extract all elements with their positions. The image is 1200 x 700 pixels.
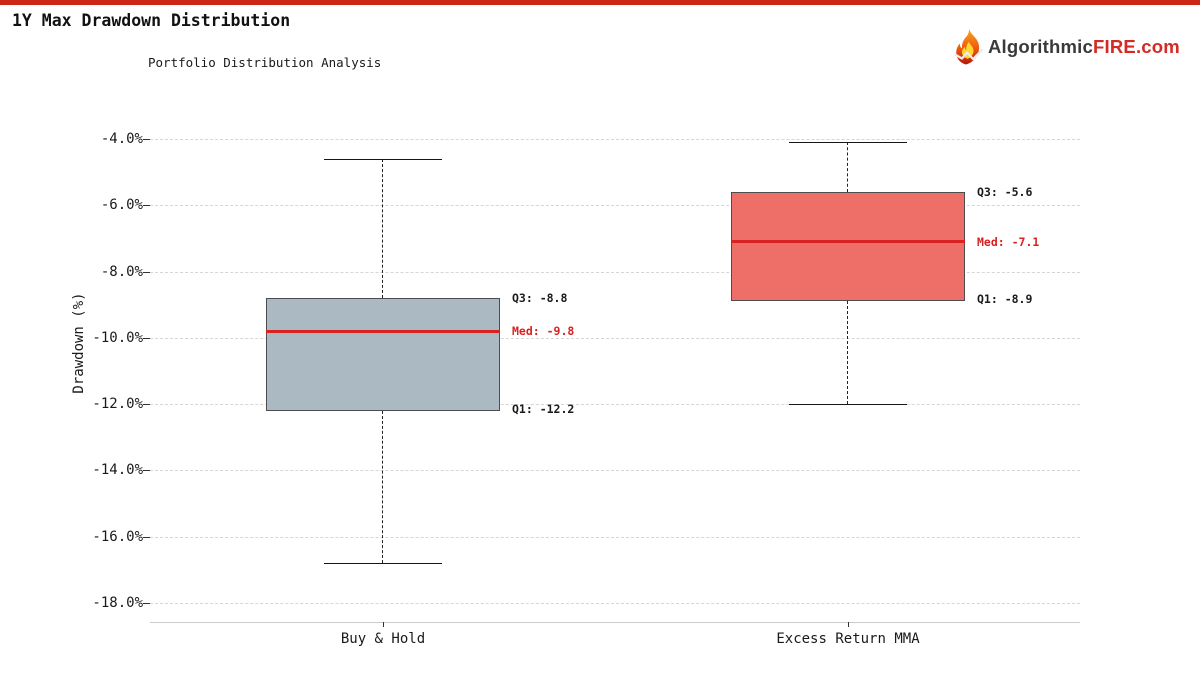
chart-subtitle: Portfolio Distribution Analysis (148, 55, 382, 70)
gridline (150, 536, 1080, 538)
y-tick-label: -18.0% (92, 595, 143, 611)
y-axis-tick (143, 205, 150, 207)
y-axis-tick (143, 271, 150, 273)
q3-label: Q3: -8.8 (512, 291, 568, 306)
brand-logo-text: AlgorithmicFIRE.com (988, 36, 1180, 58)
y-axis-tick (143, 536, 150, 538)
upper-whisker-line (847, 142, 848, 193)
x-axis-line (150, 622, 1080, 623)
median-label: Med: -9.8 (512, 324, 575, 339)
upper-whisker-cap (324, 158, 442, 160)
x-tick-label: Excess Return MMA (776, 631, 920, 647)
median-line (266, 329, 500, 333)
y-tick-label: -6.0% (100, 197, 143, 214)
q3-label: Q3: -5.6 (977, 185, 1033, 200)
lower-whisker-cap (789, 404, 907, 406)
brand-logo: AlgorithmicFIRE.com (953, 27, 1180, 67)
gridline (150, 139, 1080, 140)
upper-whisker-cap (789, 142, 907, 144)
gridline (150, 271, 1080, 273)
x-axis-tick (383, 622, 384, 627)
y-axis-tick (143, 337, 150, 339)
top-accent-bar (0, 0, 1200, 5)
y-tick-label: -10.0% (92, 329, 143, 346)
lower-whisker-line (847, 301, 848, 405)
gridline (150, 470, 1080, 472)
y-axis-tick (143, 139, 150, 140)
y-tick-label: -12.0% (92, 396, 143, 413)
box-buy-hold (266, 298, 500, 411)
y-tick-label: -8.0% (100, 263, 143, 280)
flame-icon (953, 28, 985, 66)
y-tick-label: -16.0% (92, 528, 143, 545)
y-tick-label: -14.0% (92, 462, 143, 479)
box-excess-return-mma (731, 192, 965, 302)
q1-label: Q1: -12.2 (512, 401, 575, 416)
upper-whisker-line (382, 158, 383, 299)
median-line (731, 240, 965, 244)
y-axis-tick (143, 404, 150, 406)
gridline (150, 404, 1080, 406)
brand-name-prefix: Algorithmic (988, 36, 1093, 57)
lower-whisker-cap (324, 563, 442, 565)
x-tick-label: Buy & Hold (340, 631, 426, 647)
q1-label: Q1: -8.9 (977, 292, 1033, 307)
page-title: 1Y Max Drawdown Distribution (12, 11, 291, 30)
gridline (150, 337, 1080, 339)
lower-whisker-line (382, 410, 383, 564)
gridline (150, 205, 1080, 207)
y-tick-label: -4.0% (100, 131, 143, 147)
brand-name-tld: .com (1135, 36, 1180, 57)
brand-name-fire: FIRE (1092, 36, 1136, 57)
y-axis-tick (143, 470, 150, 472)
median-label: Med: -7.1 (977, 234, 1040, 249)
y-axis-tick (143, 603, 150, 604)
gridline (150, 603, 1080, 604)
x-axis-tick (848, 622, 849, 627)
